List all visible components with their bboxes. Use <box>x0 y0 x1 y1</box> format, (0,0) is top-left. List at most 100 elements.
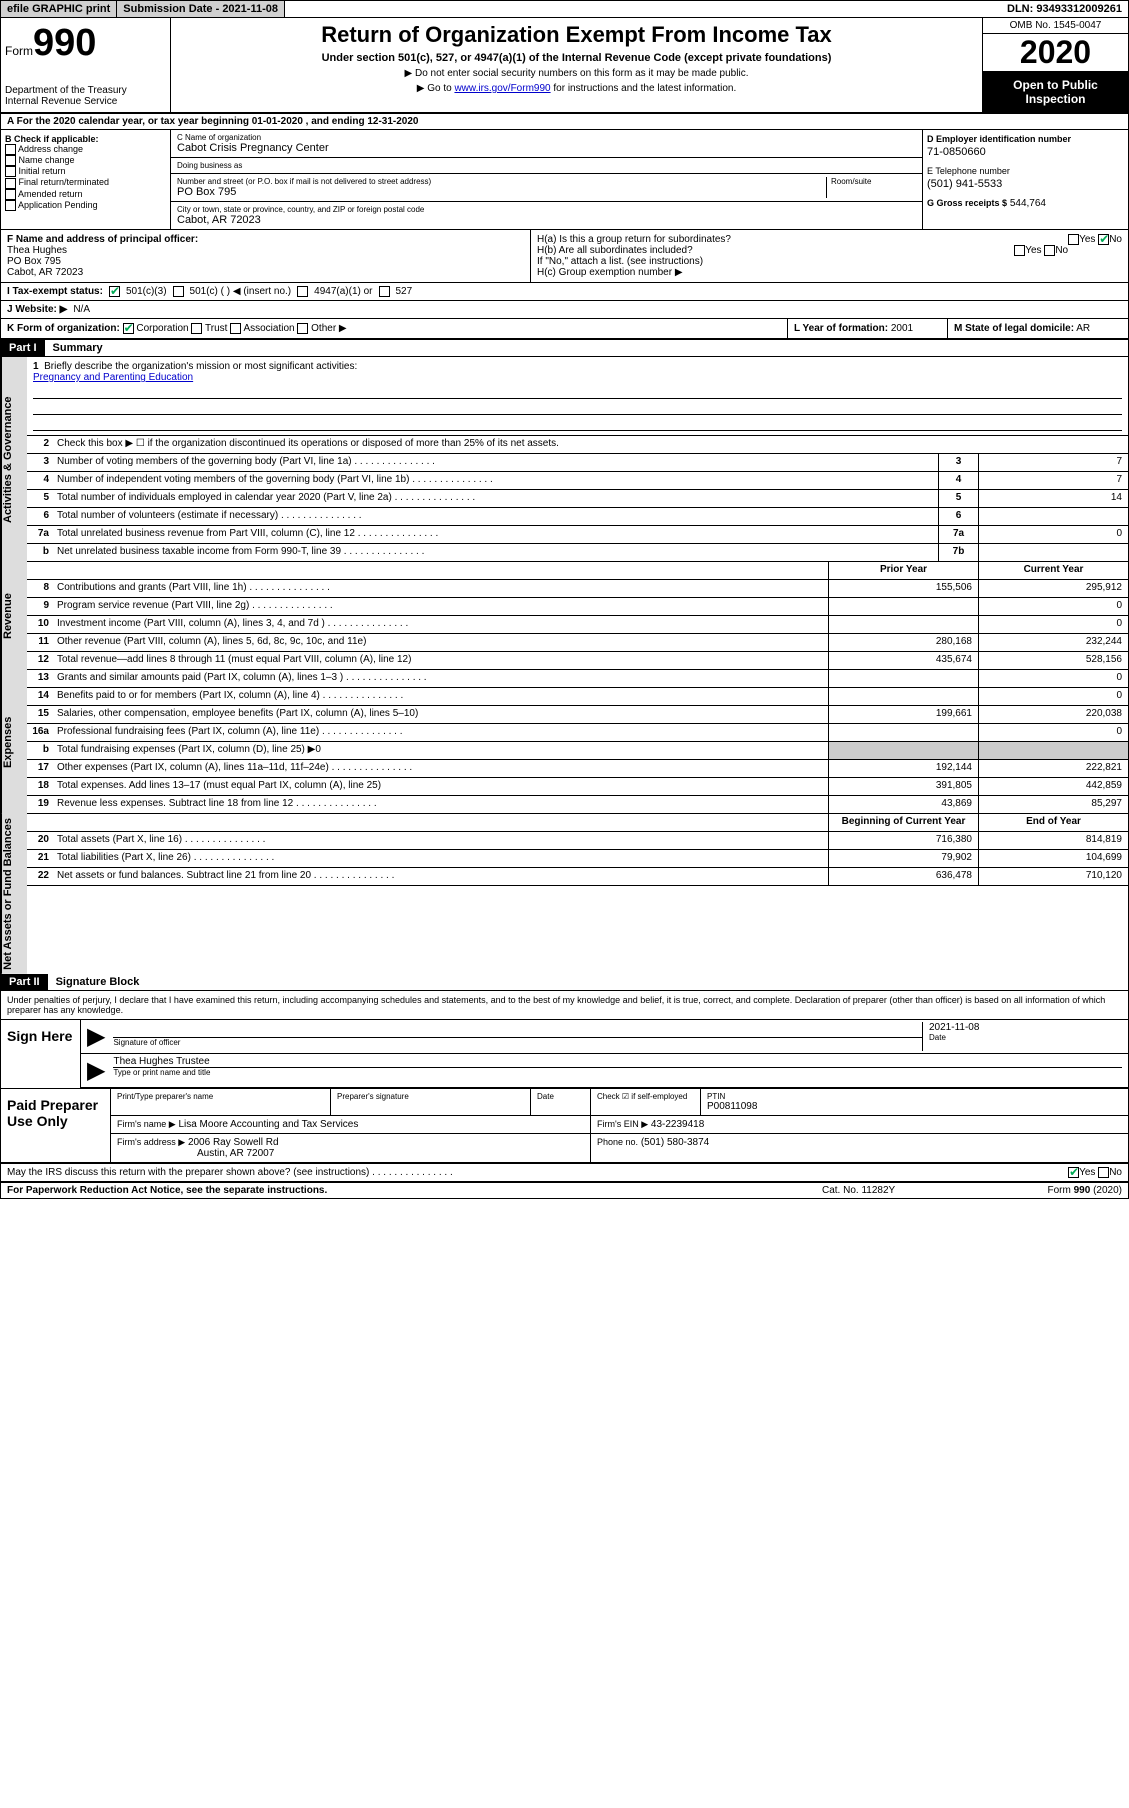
discuss-no[interactable] <box>1098 1167 1109 1178</box>
r16b-current <box>978 742 1128 759</box>
mission-text[interactable]: Pregnancy and Parenting Education <box>33 372 193 383</box>
r10-current: 0 <box>978 616 1128 633</box>
checkbox-pending[interactable]: Application Pending <box>5 200 166 211</box>
omb-number: OMB No. 1545-0047 <box>983 18 1128 34</box>
section-expenses-label: Expenses <box>1 670 27 814</box>
gross-receipts: 544,764 <box>1010 198 1046 209</box>
r8-current: 295,912 <box>978 580 1128 597</box>
year-formation: L Year of formation: 2001 <box>788 319 948 338</box>
section-revenue-label: Revenue <box>1 562 27 670</box>
r14-current: 0 <box>978 688 1128 705</box>
chk-501c[interactable] <box>173 286 184 297</box>
checkbox-initial-return[interactable]: Initial return <box>5 166 166 177</box>
officer-addr1: PO Box 795 <box>7 256 524 267</box>
instructions-note: ▶ Go to www.irs.gov/Form990 for instruct… <box>175 83 978 94</box>
r13-prior <box>828 670 978 687</box>
r13-current: 0 <box>978 670 1128 687</box>
hb-no[interactable] <box>1044 245 1055 256</box>
sign-date: 2021-11-08 <box>929 1022 1122 1033</box>
tax-period: A For the 2020 calendar year, or tax yea… <box>1 114 1128 130</box>
name-arrow-icon: ▶ <box>87 1056 113 1085</box>
ein: 71-0850660 <box>927 146 1124 158</box>
row-j: J Website: ▶ N/A <box>1 301 1128 319</box>
footer: For Paperwork Reduction Act Notice, see … <box>1 1183 1128 1198</box>
val-7b <box>978 544 1128 561</box>
row-k: K Form of organization: Corporation Trus… <box>1 319 788 338</box>
signature-arrow-icon: ▶ <box>87 1022 113 1051</box>
state-domicile: M State of legal domicile: AR <box>948 319 1128 338</box>
phone: (501) 941-5533 <box>927 178 1124 190</box>
r20-prior: 716,380 <box>828 832 978 849</box>
perjury-declaration: Under penalties of perjury, I declare th… <box>1 991 1128 1019</box>
org-name: Cabot Crisis Pregnancy Center <box>177 142 916 154</box>
r15-current: 220,038 <box>978 706 1128 723</box>
r11-current: 232,244 <box>978 634 1128 651</box>
chk-501c3[interactable] <box>109 286 120 297</box>
instructions-link[interactable]: www.irs.gov/Form990 <box>454 83 550 94</box>
department: Department of the TreasuryInternal Reven… <box>5 85 166 107</box>
r21-prior: 79,902 <box>828 850 978 867</box>
hb-yes[interactable] <box>1014 245 1025 256</box>
row-i: I Tax-exempt status: 501(c)(3) 501(c) ( … <box>1 283 1128 301</box>
firm-name: Lisa Moore Accounting and Tax Services <box>178 1119 358 1130</box>
checkbox-address-change[interactable]: Address change <box>5 144 166 155</box>
street-address: PO Box 795 <box>177 186 826 198</box>
firm-phone: (501) 580-3874 <box>641 1137 709 1148</box>
section-netassets-label: Net Assets or Fund Balances <box>1 814 27 974</box>
form-title: Return of Organization Exempt From Incom… <box>175 22 978 48</box>
r19-prior: 43,869 <box>828 796 978 813</box>
submission-date: Submission Date - 2021-11-08 <box>117 1 285 17</box>
mission-block: 1 Briefly describe the organization's mi… <box>27 357 1128 436</box>
part2-header: Part II Signature Block <box>1 974 1128 991</box>
val-5: 14 <box>978 490 1128 507</box>
section-h: H(a) Is this a group return for subordin… <box>531 230 1128 282</box>
section-c: C Name of organizationCabot Crisis Pregn… <box>171 130 923 229</box>
r11-prior: 280,168 <box>828 634 978 651</box>
chk-527[interactable] <box>379 286 390 297</box>
r14-prior <box>828 688 978 705</box>
efile-print-button[interactable]: efile GRAPHIC print <box>1 1 117 17</box>
checkbox-name-change[interactable]: Name change <box>5 155 166 166</box>
r21-current: 104,699 <box>978 850 1128 867</box>
section-b: B Check if applicable: Address change Na… <box>1 130 171 229</box>
ha-no[interactable] <box>1098 234 1109 245</box>
r12-prior: 435,674 <box>828 652 978 669</box>
chk-assoc[interactable] <box>230 323 241 334</box>
r20-current: 814,819 <box>978 832 1128 849</box>
firm-addr: 2006 Ray Sowell Rd <box>188 1137 279 1148</box>
city-state-zip: Cabot, AR 72023 <box>177 214 916 226</box>
ssn-note: ▶ Do not enter social security numbers o… <box>175 68 978 79</box>
r9-current: 0 <box>978 598 1128 615</box>
form-subtitle: Under section 501(c), 527, or 4947(a)(1)… <box>175 52 978 64</box>
chk-4947[interactable] <box>297 286 308 297</box>
checkbox-amended[interactable]: Amended return <box>5 189 166 200</box>
discuss-question: May the IRS discuss this return with the… <box>7 1167 453 1178</box>
r9-prior <box>828 598 978 615</box>
r18-prior: 391,805 <box>828 778 978 795</box>
section-governance-label: Activities & Governance <box>1 357 27 562</box>
r22-current: 710,120 <box>978 868 1128 885</box>
ptin: P00811098 <box>707 1101 1122 1112</box>
r12-current: 528,156 <box>978 652 1128 669</box>
val-6 <box>978 508 1128 525</box>
r16a-prior <box>828 724 978 741</box>
self-employed-check[interactable]: Check ☑ if self-employed <box>597 1092 687 1101</box>
val-3: 7 <box>978 454 1128 471</box>
val-4: 7 <box>978 472 1128 489</box>
chk-corp[interactable] <box>123 323 134 334</box>
discuss-yes[interactable] <box>1068 1167 1079 1178</box>
dln: DLN: 93493312009261 <box>1001 1 1128 17</box>
r16b-prior <box>828 742 978 759</box>
r17-prior: 192,144 <box>828 760 978 777</box>
topbar: efile GRAPHIC print Submission Date - 20… <box>1 1 1128 18</box>
ha-yes[interactable] <box>1068 234 1079 245</box>
section-f: F Name and address of principal officer:… <box>1 230 531 282</box>
part1-header: Part I Summary <box>1 340 1128 357</box>
chk-other[interactable] <box>297 323 308 334</box>
checkbox-final-return[interactable]: Final return/terminated <box>5 177 166 188</box>
r19-current: 85,297 <box>978 796 1128 813</box>
chk-trust[interactable] <box>191 323 202 334</box>
r8-prior: 155,506 <box>828 580 978 597</box>
officer-signed-name: Thea Hughes Trustee <box>113 1056 1122 1067</box>
form-number: 990 <box>33 22 96 64</box>
